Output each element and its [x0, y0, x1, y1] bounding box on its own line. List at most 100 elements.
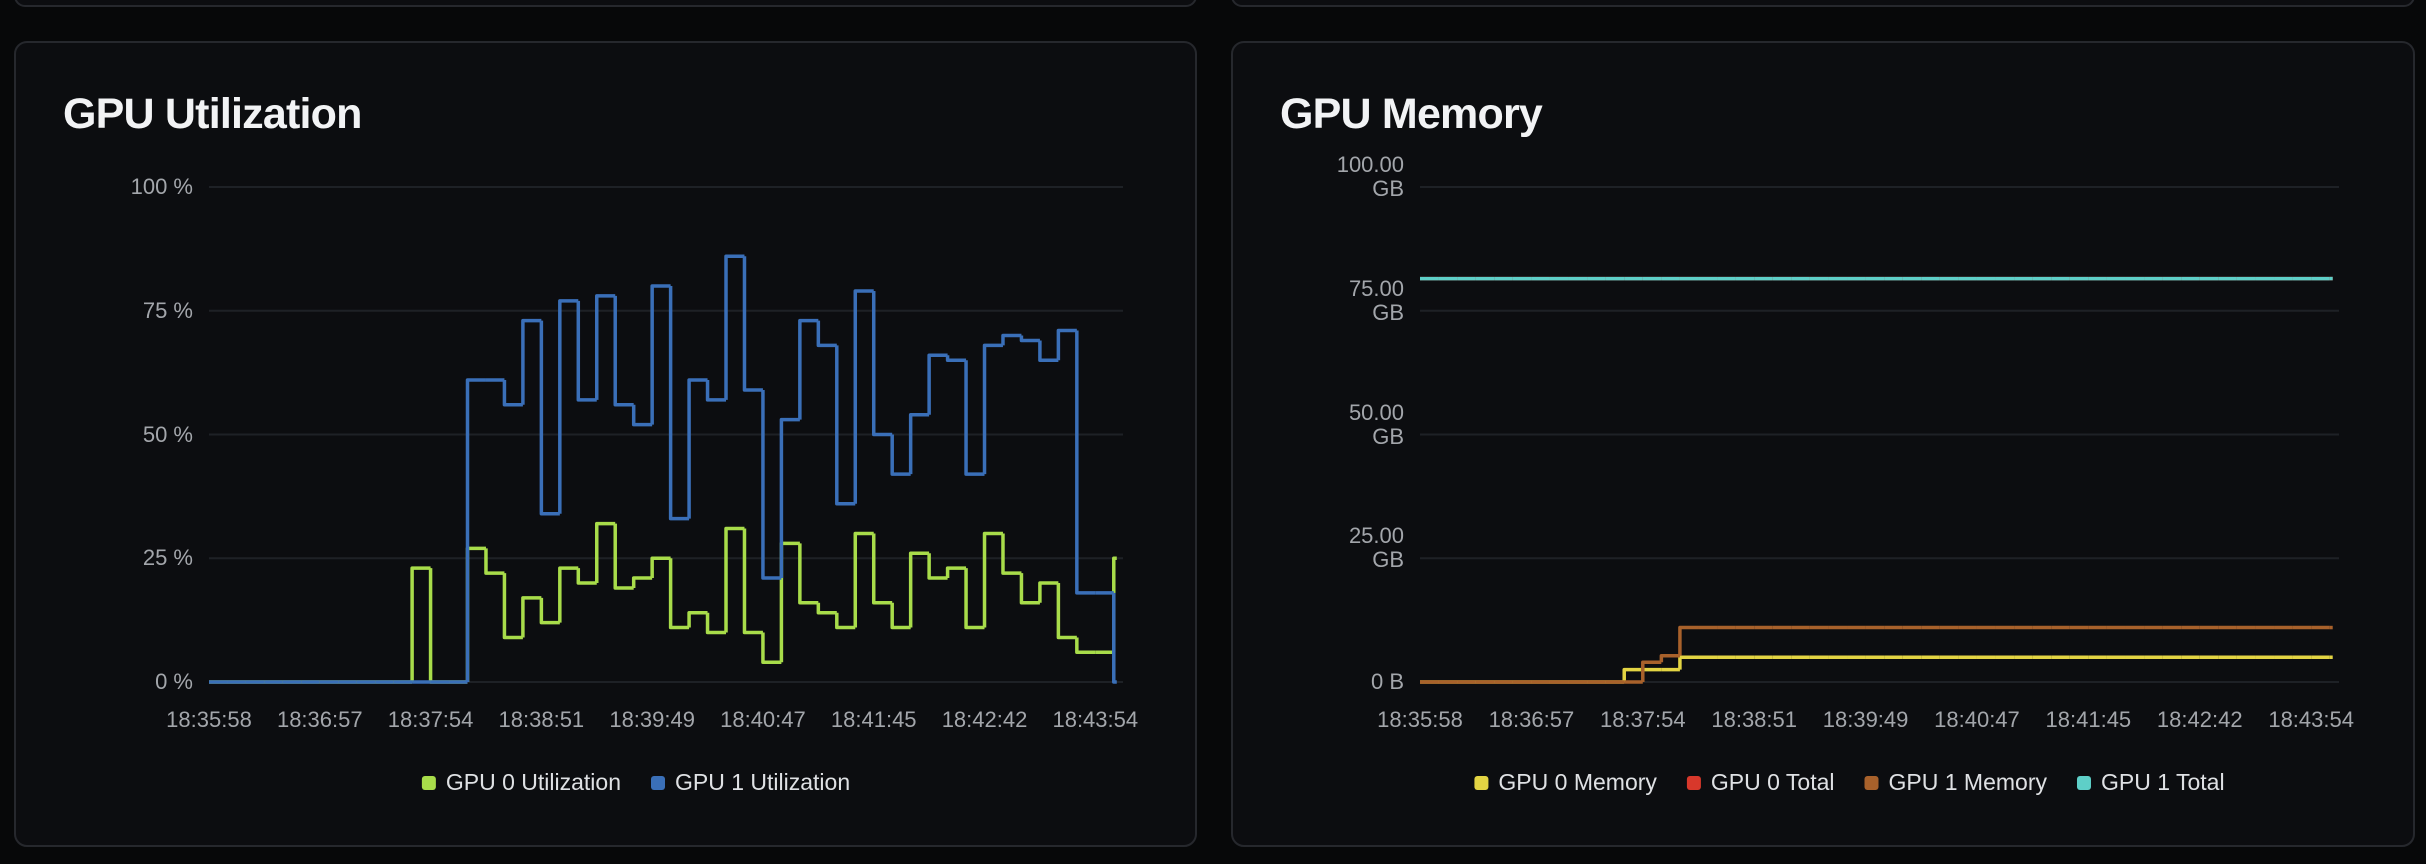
series-line-segment [945, 355, 967, 362]
series-line-segment [687, 378, 708, 519]
series-line-segment [742, 256, 763, 392]
series-line-segment [816, 320, 837, 348]
panel-above [14, 0, 1197, 7]
series-line-segment [687, 610, 708, 628]
legend-label: GPU 1 Total [2101, 769, 2225, 795]
series-line-segment [502, 573, 523, 640]
x-tick-label: 18:36:57 [1489, 707, 1575, 732]
series-line-segment [613, 523, 634, 590]
series-line-segment [927, 553, 948, 580]
x-tick-label: 18:43:54 [2268, 707, 2354, 732]
series-line-segment [908, 412, 930, 475]
series-line-segment [927, 353, 948, 415]
legend-swatch [651, 776, 665, 790]
series-line-segment [1056, 583, 1077, 640]
series-line-segment [982, 531, 1003, 628]
series-line-segment [558, 566, 579, 623]
series-line-segment [964, 568, 985, 630]
x-tick-label: 18:40:47 [1934, 707, 2020, 732]
series-line-segment [890, 434, 911, 476]
panel [14, 41, 1197, 847]
series-line-segment [521, 318, 542, 405]
series-line-segment [705, 380, 727, 402]
series-line-segment [871, 290, 893, 437]
x-tick-label: 18:43:54 [1052, 707, 1138, 732]
y-tick-label: 0 B [1370, 669, 1404, 694]
y-tick-label: 50.00 GB [1348, 399, 1404, 449]
series-line-segment [761, 389, 782, 580]
series-line-segment [558, 299, 579, 514]
series-line-segment [1056, 328, 1077, 361]
series-line-segment [705, 612, 727, 635]
x-tick-label: 18:38:51 [1711, 707, 1797, 732]
series-line-segment [1038, 581, 1059, 603]
series-line-segment [539, 320, 560, 516]
series-line-segment [484, 548, 505, 575]
x-tick-label: 18:42:42 [2157, 707, 2243, 732]
y-tick-label: 25.00 GB [1348, 523, 1404, 573]
legend-label: GPU 0 Total [1711, 769, 1835, 795]
legend-label: GPU 1 Utilization [675, 769, 850, 795]
series-line-segment [1659, 654, 1680, 663]
series-line-segment [798, 543, 819, 605]
series-line-segment [1622, 667, 1643, 682]
series-line-segment [853, 531, 874, 628]
series-line-segment [761, 632, 782, 664]
series-line-segment [742, 528, 763, 635]
series-line-segment [502, 380, 523, 407]
y-tick-label: 0 % [155, 669, 193, 694]
x-tick-label: 18:37:54 [1600, 707, 1686, 732]
series-line-segment [613, 295, 634, 407]
series-line-segment [724, 526, 745, 633]
x-tick-label: 18:35:58 [1377, 707, 1463, 732]
series-line-segment [410, 566, 431, 682]
y-tick-label: 75 % [142, 297, 193, 323]
y-tick-label: 100 % [130, 174, 193, 199]
legend-swatch [2076, 776, 2091, 790]
series-line-segment [835, 345, 856, 506]
series-line-segment [576, 300, 597, 402]
series-line-segment [1075, 637, 1096, 655]
x-tick-label: 18:35:58 [166, 707, 252, 732]
panel-above [1231, 0, 2415, 7]
series-line-segment [890, 602, 911, 630]
y-tick-label: 75.00 GB [1348, 275, 1404, 325]
series-line-segment [1019, 573, 1040, 605]
x-tick-label: 18:41:45 [2046, 707, 2132, 732]
series-line-segment [539, 597, 560, 625]
x-tick-label: 18:38:51 [499, 707, 585, 732]
series-line-segment [908, 551, 930, 628]
series-line-segment [1001, 533, 1022, 575]
series-line-segment [1001, 333, 1022, 346]
series-line-segment [853, 289, 874, 504]
legend-swatch [1474, 776, 1489, 790]
series-line-segment [465, 378, 486, 682]
x-tick-label: 18:40:47 [720, 707, 806, 732]
x-tick-label: 18:39:49 [609, 707, 695, 732]
chart-title: GPU Memory [1280, 90, 1543, 138]
x-tick-label: 18:42:42 [942, 707, 1028, 732]
x-tick-label: 18:41:45 [831, 707, 917, 732]
series-line-segment [1641, 660, 1662, 682]
series-line-segment [982, 343, 1003, 475]
series-line-segment [650, 556, 671, 579]
x-tick-label: 18:39:49 [1823, 707, 1909, 732]
series-line-segment [816, 602, 837, 615]
chart-title: GPU Utilization [63, 90, 362, 138]
series-line-segment [1112, 592, 1117, 684]
series-line-segment [576, 568, 597, 585]
series-line-segment [871, 533, 893, 605]
legend-label: GPU 0 Memory [1498, 769, 1657, 795]
series-line-segment [798, 318, 819, 420]
series-line-segment [1038, 340, 1059, 362]
legend-label: GPU 1 Memory [1889, 769, 2048, 795]
series-line-segment [1678, 655, 1699, 670]
series-line-segment [1075, 330, 1096, 595]
x-tick-label: 18:37:54 [388, 707, 474, 732]
panel [1231, 41, 2415, 847]
series-line-segment [779, 417, 800, 579]
series-line-segment [724, 254, 745, 400]
x-tick-label: 18:36:57 [277, 707, 363, 732]
